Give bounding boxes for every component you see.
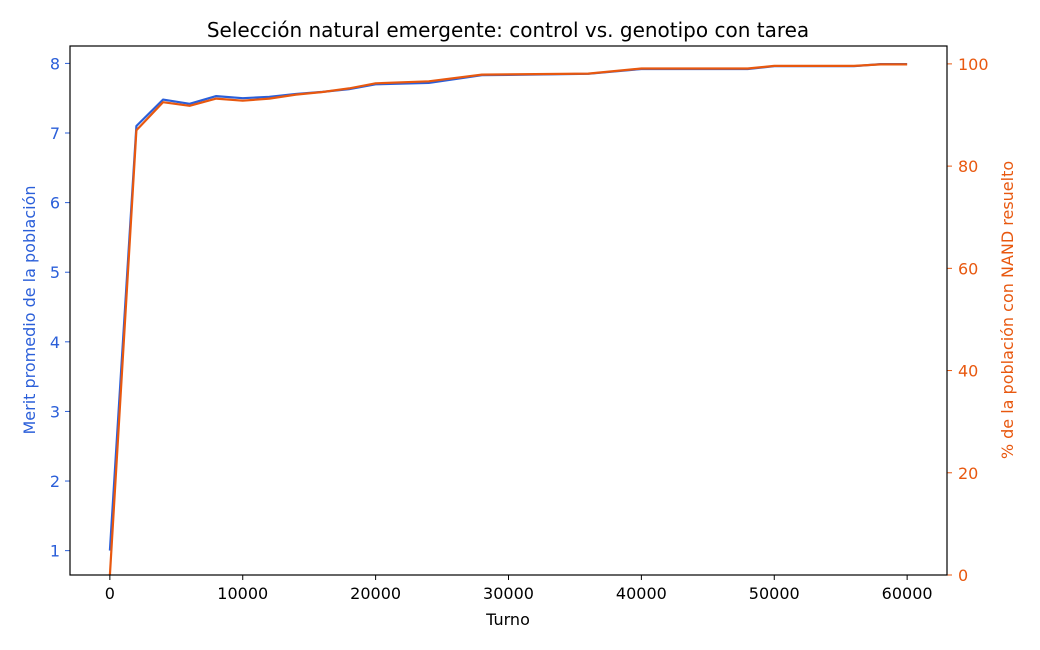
plot-frame [69,45,948,576]
merit-series-line [108,62,908,551]
right-y-axis-label: % de la población con NAND resuelto [998,161,1017,459]
left-y-tick-label: 2 [50,472,60,491]
x-tick-label: 0 [105,584,115,603]
x-tick-label: 40000 [616,584,667,603]
x-tick-label: 60000 [882,584,933,603]
chart-title: Selección natural emergente: control vs.… [207,18,809,42]
left-y-tick-label: 8 [50,54,60,73]
right-y-tick-label: 40 [958,362,978,381]
left-y-tick-label: 3 [50,402,60,421]
x-tick-label: 30000 [483,584,534,603]
left-y-tick-label: 4 [50,333,60,352]
right-y-tick-label: 80 [958,157,978,176]
right-y-tick-label: 60 [958,259,978,278]
x-axis-label: Turno [485,610,530,629]
left-y-tick-label: 5 [50,263,60,282]
right-y-tick-label: 100 [958,55,989,74]
nand-percent-series-line [108,63,908,575]
left-y-tick-label: 1 [50,542,60,561]
x-tick-label: 10000 [217,584,268,603]
left-y-axis-label: Merit promedio de la población [20,185,39,434]
x-tick-label: 20000 [350,584,401,603]
left-y-tick-label: 7 [50,124,60,143]
right-y-tick-label: 0 [958,566,968,585]
right-y-tick-label: 20 [958,464,978,483]
x-tick-label: 50000 [749,584,800,603]
left-y-tick-label: 6 [50,194,60,213]
